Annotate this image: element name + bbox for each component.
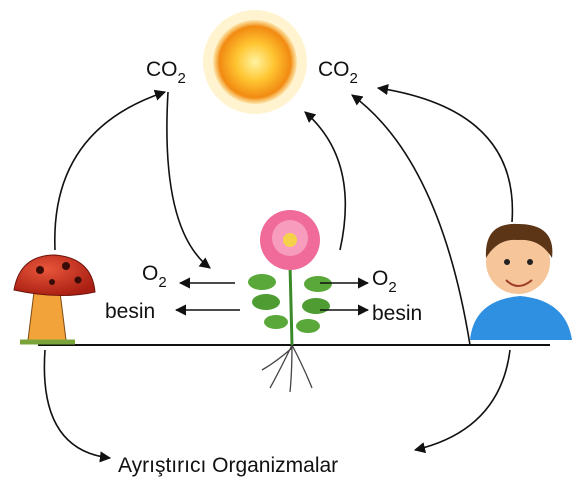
label-subscript: 2 (350, 70, 358, 87)
sun (203, 10, 307, 114)
label-subscript: 2 (158, 274, 166, 291)
label-text: O (142, 262, 158, 285)
flower (248, 210, 332, 392)
decomposers-label: Ayrıştırıcı Organizmalar (118, 454, 338, 477)
o2-right: O2 (372, 267, 397, 296)
co2-left: CO2 (146, 58, 186, 87)
label-subscript: 2 (178, 70, 186, 87)
label-subscript: 2 (388, 279, 396, 296)
label-text: CO (146, 58, 178, 81)
besin-left: besin (105, 300, 155, 323)
co2-right: CO2 (318, 58, 358, 87)
diagram: CO2 CO2 O2 O2 besin besin Ayrıştırıcı Or… (0, 0, 587, 486)
label-text: O (372, 267, 388, 290)
boy (470, 224, 572, 340)
label-text: CO (318, 58, 350, 81)
mushroom (14, 255, 95, 342)
besin-right: besin (372, 302, 422, 325)
arrows (44, 88, 512, 458)
o2-left: O2 (142, 262, 167, 291)
